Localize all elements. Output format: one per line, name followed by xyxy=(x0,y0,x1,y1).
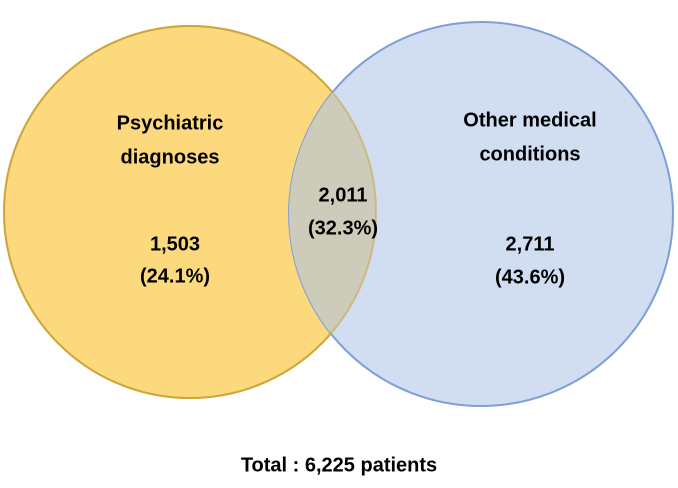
intersection-count: 2,011 xyxy=(319,184,368,206)
set-count: 2,711 xyxy=(506,233,555,255)
set-label: Psychiatric xyxy=(117,112,224,134)
set-count: 1,503 xyxy=(150,233,200,255)
footer: Total : 6,225 patients xyxy=(241,454,437,476)
set-percent: (43.6%) xyxy=(495,266,565,288)
left-circle-outline xyxy=(3,25,377,399)
set-percent: (24.1%) xyxy=(140,265,210,287)
set-label: conditions xyxy=(479,143,580,165)
intersection-percent: (32.3%) xyxy=(308,217,378,239)
set-label: Other medical xyxy=(463,109,596,131)
set-label: diagnoses xyxy=(121,146,220,168)
